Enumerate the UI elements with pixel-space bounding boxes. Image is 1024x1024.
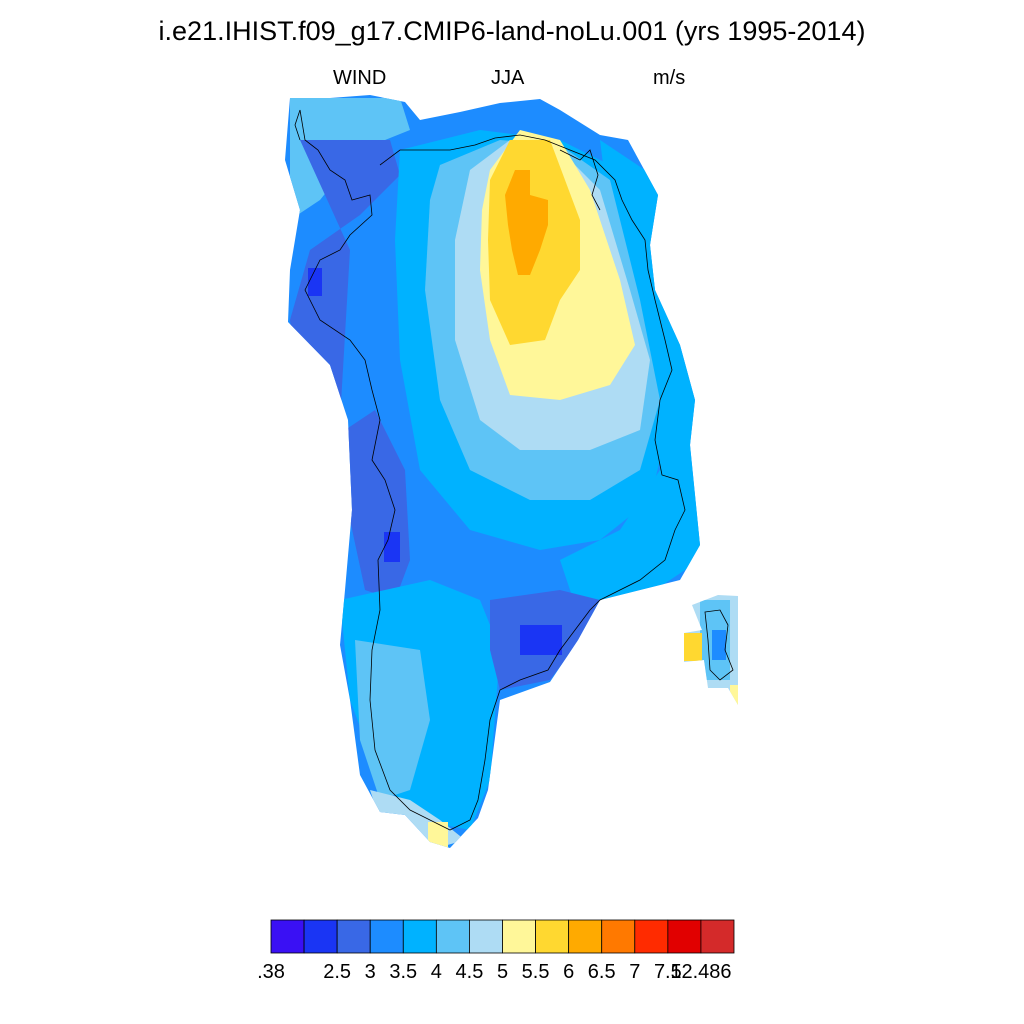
colorbar-tick-label: 5	[496, 961, 509, 983]
colorbar-swatch	[535, 919, 570, 954]
season-label: JJA	[491, 67, 525, 89]
field-patch-nw-min	[308, 268, 322, 296]
colorbar-swatch	[667, 919, 702, 954]
field-patch-west-min	[384, 532, 400, 562]
field-core-6-5	[505, 170, 548, 275]
colorbar-tick-label: 3	[364, 961, 376, 983]
field-patch-nw-dark	[290, 140, 400, 420]
coastline	[294, 109, 734, 831]
variable-label: WIND	[333, 67, 387, 89]
colorbar-swatch	[336, 919, 371, 954]
colorbar-tick-label: 7	[629, 961, 641, 983]
colorbar-tick-label: 6.5	[587, 961, 616, 983]
plot-title: i.e21.IHIST.f09_g17.CMIP6-land-noLu.001 …	[158, 16, 866, 46]
colorbar-swatch	[469, 919, 503, 954]
colorbar-tick-label: 3.5	[389, 961, 418, 983]
island-field	[684, 595, 738, 705]
field-patch-south-min	[520, 625, 562, 655]
colorbar-tick-label: 4.5	[455, 961, 484, 983]
colorbar-swatch	[435, 919, 470, 954]
colorbar-swatch	[402, 919, 437, 954]
colorbar-swatch	[568, 919, 603, 954]
colorbar-tick-label: 4	[430, 961, 442, 983]
units-label: m/s	[653, 67, 686, 89]
colorbar-tick-label: 12.486	[670, 961, 732, 983]
colorbar-swatch	[502, 919, 536, 954]
colorbar-tick-label: 5.5	[521, 961, 550, 983]
colorbar	[270, 919, 735, 954]
colorbar-swatch	[270, 919, 305, 954]
colorbar-tick-label: .38	[257, 961, 285, 983]
colorbar-tick-label: 7.5	[653, 961, 682, 983]
colorbar-swatch	[303, 919, 338, 954]
colorbar-tick-label: 6	[563, 961, 575, 983]
colorbar-swatch	[700, 919, 735, 954]
field-band-south-light	[355, 640, 430, 800]
wind-field	[285, 95, 700, 848]
colorbar-tick-label: 2.5	[323, 961, 352, 983]
colorbar-swatch	[601, 919, 636, 954]
colorbar-swatch	[369, 919, 404, 954]
colorbar-swatch	[634, 919, 669, 954]
field-patch-tip-yellow	[428, 822, 448, 848]
